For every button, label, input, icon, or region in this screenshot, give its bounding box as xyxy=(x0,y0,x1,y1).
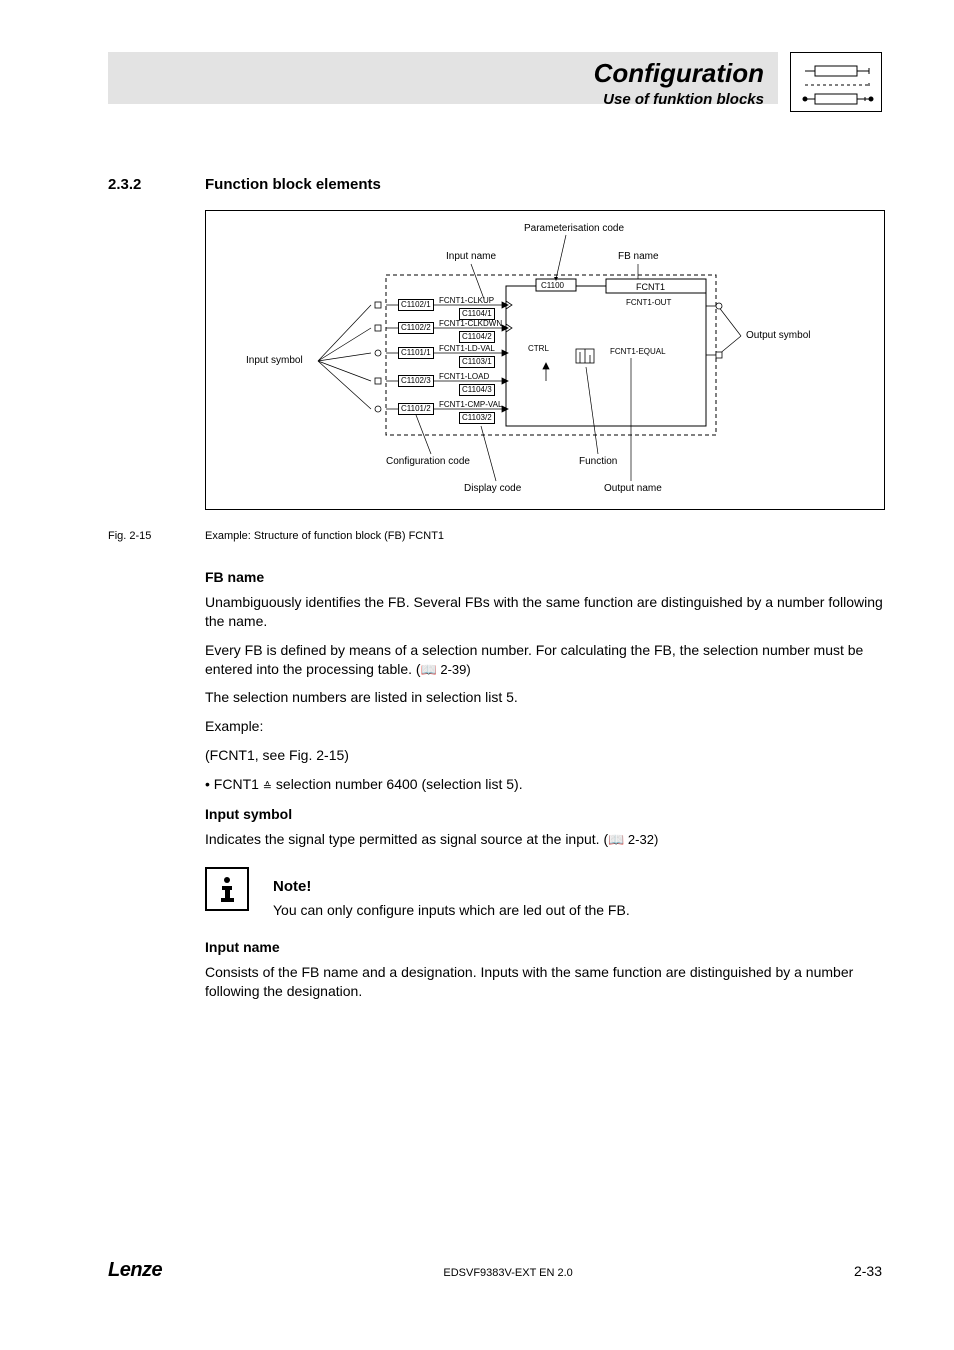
function-block-diagram: Parameterisation code Input name FB name… xyxy=(205,210,885,510)
note-text: You can only configure inputs which are … xyxy=(273,901,630,920)
para-input-name: Consists of the FB name and a designatio… xyxy=(205,963,885,1001)
example-bullet-a: FCNT1 xyxy=(214,776,263,792)
heading-fb-name: FB name xyxy=(205,568,885,587)
para-input-symbol-a: Indicates the signal type permitted as s… xyxy=(205,831,608,847)
note-title: Note! xyxy=(273,877,630,897)
example-ref: (FCNT1, see Fig. 2-15) xyxy=(205,746,885,765)
book-ref-1: 📖 2-39) xyxy=(421,662,471,677)
in-name-3: FCNT1-LOAD xyxy=(439,372,489,381)
para-fb-name-3: The selection numbers are listed in sele… xyxy=(205,688,885,707)
in-name-0: FCNT1-CLKUP xyxy=(439,296,494,305)
figure-label: Fig. 2-15 xyxy=(108,530,151,542)
page-title: Configuration xyxy=(594,58,764,89)
heading-input-symbol: Input symbol xyxy=(205,805,885,824)
info-icon xyxy=(205,867,249,911)
para-input-symbol: Indicates the signal type permitted as s… xyxy=(205,830,885,849)
note-block: Note! You can only configure inputs whic… xyxy=(205,867,885,920)
header-icon xyxy=(790,52,882,112)
cfg-code-1: C1102/2 xyxy=(398,322,434,334)
footer-brand: Lenze xyxy=(108,1259,162,1282)
cfg-code-3: C1102/3 xyxy=(398,375,434,387)
page-subtitle: Use of funktion blocks xyxy=(594,91,764,108)
cfg-code-4: C1101/2 xyxy=(398,403,434,415)
disp-code-4: C1103/2 xyxy=(459,412,495,424)
cfg-code-0: C1102/1 xyxy=(398,299,434,311)
example-bullet-b: selection number 6400 (selection list 5)… xyxy=(272,776,523,792)
note-body: Note! You can only configure inputs whic… xyxy=(273,867,630,920)
out-name-0: FCNT1-OUT xyxy=(626,298,671,307)
disp-code-1: C1104/2 xyxy=(459,331,495,343)
book-ref-2: 📖 2-32) xyxy=(608,832,658,847)
para-fb-name-2: Every FB is defined by means of a select… xyxy=(205,641,885,679)
cfg-code-2: C1101/1 xyxy=(398,347,434,359)
footer-doc: EDSVF9383V-EXT EN 2.0 xyxy=(443,1267,572,1279)
ctrl-label: CTRL xyxy=(528,344,549,353)
param-code: C1100 xyxy=(541,281,564,290)
body-content: FB name Unambiguously identifies the FB.… xyxy=(205,560,885,1011)
footer-page: 2-33 xyxy=(854,1263,882,1279)
in-name-2: FCNT1-LD-VAL xyxy=(439,344,495,353)
figure-caption: Example: Structure of function block (FB… xyxy=(205,530,444,542)
heading-input-name: Input name xyxy=(205,938,885,957)
section-number: 2.3.2 xyxy=(108,176,141,193)
page-footer: Lenze EDSVF9383V-EXT EN 2.0 2-33 xyxy=(108,1259,882,1282)
equals-triangle-icon: ≙ xyxy=(263,780,272,795)
para-fb-name-1: Unambiguously identifies the FB. Several… xyxy=(205,593,885,631)
fb-name-box: FCNT1 xyxy=(636,282,665,292)
out-name-1: FCNT1-EQUAL xyxy=(610,347,666,356)
disp-code-2: C1103/1 xyxy=(459,356,495,368)
disp-code-0: C1104/1 xyxy=(459,308,495,320)
example-label: Example: xyxy=(205,717,885,736)
example-bullet: FCNT1 ≙ selection number 6400 (selection… xyxy=(205,775,885,795)
section-title: Function block elements xyxy=(205,176,381,193)
in-name-1: FCNT1-CLKDWN xyxy=(439,319,502,328)
disp-code-3: C1104/3 xyxy=(459,384,495,396)
in-name-4: FCNT1-CMP-VAL xyxy=(439,400,502,409)
header-titles: Configuration Use of funktion blocks xyxy=(594,58,764,108)
para-fb-name-2a: Every FB is defined by means of a select… xyxy=(205,642,863,677)
